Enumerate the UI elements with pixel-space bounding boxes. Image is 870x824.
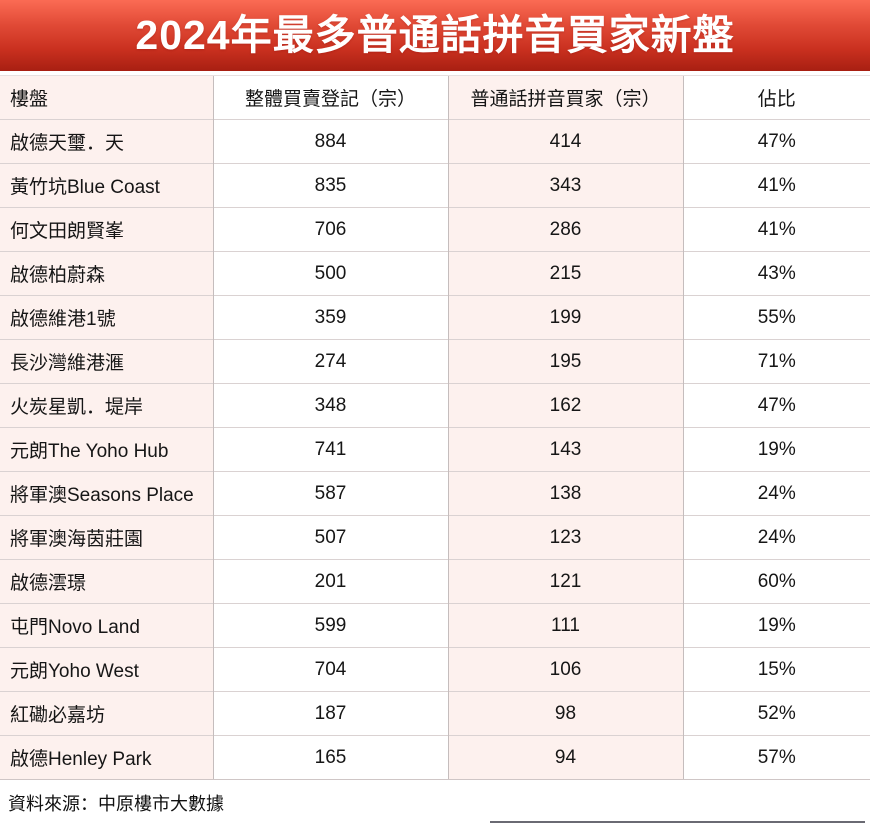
share-cell: 55% [682,295,870,340]
table-row: 啟德澐璟 201 121 60% [0,559,870,604]
project-name-cell: 屯門Novo Land [0,603,213,648]
total-registrations-cell: 165 [212,735,448,780]
mandarin-buyers-cell: 215 [447,251,683,296]
project-name-cell: 啟德天璽．天 [0,119,213,164]
table-row: 何文田朗賢峯 706 286 41% [0,207,870,252]
mandarin-buyers-cell: 199 [447,295,683,340]
table-row: 紅磡必嘉坊 187 98 52% [0,691,870,736]
project-name-cell: 元朗Yoho West [0,647,213,692]
project-name-cell: 何文田朗賢峯 [0,207,213,252]
source-note: 資料來源：中原樓市大數據 [8,794,224,814]
mandarin-buyers-cell: 143 [447,427,683,472]
share-cell: 60% [682,559,870,604]
mandarin-buyers-cell: 414 [447,119,683,164]
share-cell: 47% [682,383,870,428]
share-cell: 41% [682,207,870,252]
table-row: 屯門Novo Land 599 111 19% [0,603,870,648]
table-row: 元朗Yoho West 704 106 15% [0,647,870,692]
total-registrations-cell: 201 [212,559,448,604]
share-cell: 47% [682,119,870,164]
project-name-cell: 將軍澳Seasons Place [0,471,213,516]
title-banner: 2024年最多普通話拼音買家新盤 [0,0,870,71]
share-cell: 24% [682,471,870,516]
mandarin-buyers-cell: 138 [447,471,683,516]
total-registrations-cell: 500 [212,251,448,296]
total-registrations-cell: 359 [212,295,448,340]
table-row: 啟德Henley Park 165 94 57% [0,735,870,780]
table-row: 黃竹坑Blue Coast 835 343 41% [0,163,870,208]
header-project: 樓盤 [0,75,213,120]
mandarin-buyers-cell: 106 [447,647,683,692]
share-cell: 24% [682,515,870,560]
total-registrations-cell: 274 [212,339,448,384]
total-registrations-cell: 599 [212,603,448,648]
mandarin-buyers-cell: 123 [447,515,683,560]
total-registrations-cell: 507 [212,515,448,560]
table-body: 啟德天璽．天 884 414 47% 黃竹坑Blue Coast 835 343 41% 何文田… [0,119,870,780]
project-name-cell: 將軍澳海茵莊園 [0,515,213,560]
mandarin-buyers-cell: 121 [447,559,683,604]
mandarin-buyers-cell: 111 [447,603,683,648]
project-name-cell: 火炭星凱．堤岸 [0,383,213,428]
mandarin-buyers-cell: 343 [447,163,683,208]
mandarin-buyers-cell: 98 [447,691,683,736]
total-registrations-cell: 884 [212,119,448,164]
table-row: 將軍澳Seasons Place 587 138 24% [0,471,870,516]
project-name-cell: 啟德維港1號 [0,295,213,340]
total-registrations-cell: 348 [212,383,448,428]
mandarin-buyers-cell: 286 [447,207,683,252]
share-cell: 52% [682,691,870,736]
table-row: 啟德維港1號 359 199 55% [0,295,870,340]
table-row: 火炭星凱．堤岸 348 162 47% [0,383,870,428]
total-registrations-cell: 741 [212,427,448,472]
header-total-registrations: 整體買賣登記（宗） [212,75,448,120]
total-registrations-cell: 587 [212,471,448,516]
bottom-edge-line [490,821,865,823]
table-row: 將軍澳海茵莊園 507 123 24% [0,515,870,560]
header-share: 佔比 [682,75,870,120]
share-cell: 71% [682,339,870,384]
table-header: 樓盤 整體買賣登記（宗） 普通話拼音買家（宗） 佔比 [0,75,870,120]
table-row: 長沙灣維港滙 274 195 71% [0,339,870,384]
table-row: 元朗The Yoho Hub 741 143 19% [0,427,870,472]
project-name-cell: 黃竹坑Blue Coast [0,163,213,208]
project-name-cell: 啟德柏蔚森 [0,251,213,296]
buyers-table: 樓盤 整體買賣登記（宗） 普通話拼音買家（宗） 佔比 啟德天璽．天 884 414 4… [0,75,870,780]
share-cell: 19% [682,603,870,648]
share-cell: 57% [682,735,870,780]
header-mandarin-buyers: 普通話拼音買家（宗） [447,75,683,120]
project-name-cell: 紅磡必嘉坊 [0,691,213,736]
table-row: 啟德柏蔚森 500 215 43% [0,251,870,296]
share-cell: 15% [682,647,870,692]
total-registrations-cell: 704 [212,647,448,692]
project-name-cell: 元朗The Yoho Hub [0,427,213,472]
table-row: 啟德天璽．天 884 414 47% [0,119,870,164]
mandarin-buyers-cell: 195 [447,339,683,384]
share-cell: 41% [682,163,870,208]
project-name-cell: 啟德澐璟 [0,559,213,604]
total-registrations-cell: 706 [212,207,448,252]
page-title: 2024年最多普通話拼音買家新盤 [135,12,735,58]
total-registrations-cell: 835 [212,163,448,208]
mandarin-buyers-cell: 94 [447,735,683,780]
project-name-cell: 啟德Henley Park [0,735,213,780]
header-row: 樓盤 整體買賣登記（宗） 普通話拼音買家（宗） 佔比 [0,75,870,120]
share-cell: 19% [682,427,870,472]
mandarin-buyers-cell: 162 [447,383,683,428]
total-registrations-cell: 187 [212,691,448,736]
project-name-cell: 長沙灣維港滙 [0,339,213,384]
share-cell: 43% [682,251,870,296]
